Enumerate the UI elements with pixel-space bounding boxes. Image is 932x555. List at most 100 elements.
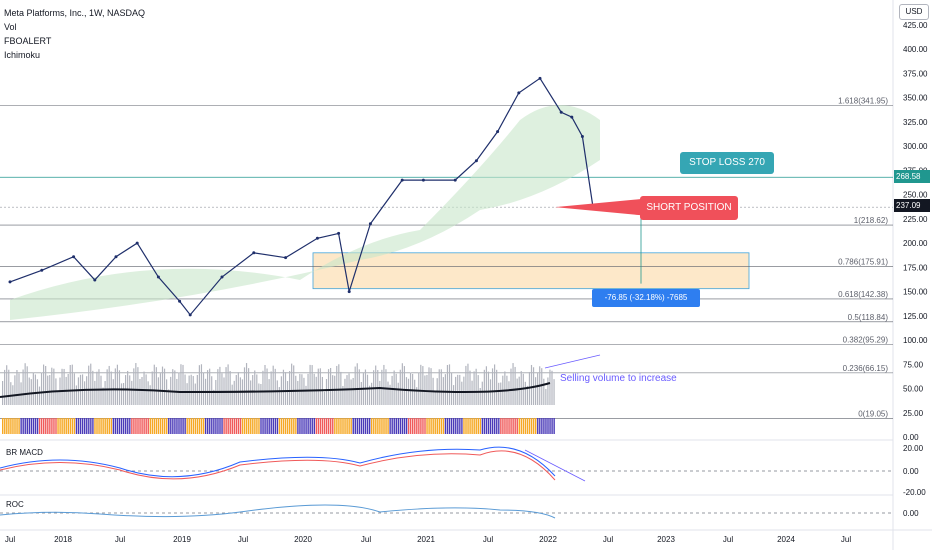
signal-strip-bar [305,418,307,434]
volume-bar [190,374,192,405]
signal-strip-bar [487,418,490,434]
signal-strip-bar [184,418,186,434]
volume-bar [202,372,205,405]
volume-bar [118,370,121,405]
price-point [580,134,584,138]
volume-bar [24,363,26,405]
volume-bar [88,365,90,405]
signal-strip-bar [350,418,352,434]
signal-strip-bar [180,418,182,434]
volume-bar [350,379,352,405]
signal-strip-bar [227,418,229,434]
signal-strip-bar [143,418,145,434]
volume-bar [385,369,387,405]
signal-strip-bar [223,418,225,434]
y-tick-label: 225.00 [903,215,928,224]
signal-strip-bar [108,418,110,434]
volume-bar [551,370,553,405]
indicator-fboalert[interactable]: FBOALERT [4,36,52,46]
signal-strip-bar [352,418,354,434]
signal-strip-bar [73,418,76,434]
price-point [474,159,478,163]
volume-bar [227,364,229,405]
volume-note[interactable]: Selling volume to increase [560,373,677,384]
signal-strip-bar [524,418,527,434]
price-point [538,76,542,80]
volume-bar [344,378,346,405]
volume-bar [418,372,420,405]
signal-strip-bar [442,418,445,434]
signal-strip-bar [500,418,502,434]
volume-bar [34,374,36,405]
price-point [421,178,425,182]
signal-strip-bar [323,418,326,434]
signal-strip-bar [186,418,188,434]
signal-strip-bar [157,418,160,434]
signal-strip-bar [221,418,223,434]
volume-bar [231,384,233,405]
signal-strip-bar [412,418,414,434]
price-point [400,178,404,182]
indicator-vol[interactable]: Vol [4,22,17,32]
signal-strip-bar [135,418,137,434]
signal-strip-bar [289,418,291,434]
signal-strip-bar [151,418,154,434]
x-tick-label: Jul [723,535,733,544]
indicator-ichimoku[interactable]: Ichimoku [4,50,41,60]
measure-label[interactable]: -76.85 (-32.18%) -7685 [592,289,700,307]
roc-title[interactable]: ROC [6,500,24,509]
signal-strip-bar [401,418,404,434]
macd-title[interactable]: BR MACD [6,448,43,457]
signal-strip-bar [356,418,359,434]
signal-strip-bar [172,418,174,434]
signal-strip-bar [424,418,426,434]
signal-strip-bar [233,418,236,434]
currency-button[interactable]: USD [899,4,929,20]
macd-tick-label: 20.00 [903,444,924,453]
y-tick-label: 125.00 [903,312,928,321]
signal-strip-bar [383,418,385,434]
volume-bar [336,365,338,405]
volume-bar [250,380,252,405]
signal-strip-bar [344,418,346,434]
signal-strip-bar [381,418,383,434]
signal-strip-bar [86,418,88,434]
signal-strip-bar [211,418,213,434]
volume-bar [196,374,198,405]
signal-strip-bar [455,418,457,434]
volume-bar [389,384,391,405]
volume-bar [401,363,403,405]
signal-strip-bar [75,418,78,434]
volume-bar [516,378,518,405]
signal-strip-bar [444,418,447,434]
signal-strip-bar [110,418,113,434]
signal-strip-bar [272,418,274,434]
short-position-label[interactable]: SHORT POSITION [640,196,738,220]
signal-strip-bar [325,418,328,434]
volume-bar [457,374,459,405]
signal-strip-bar [293,418,295,434]
stop-loss-label[interactable]: STOP LOSS 270 [680,152,774,174]
signal-strip-bar [30,418,33,434]
signal-strip-bar [418,418,420,434]
volume-bar [207,370,209,405]
signal-strip-bar [463,418,465,434]
signal-strip-bar [129,418,131,434]
volume-bar [358,369,360,405]
signal-strip-bar [379,418,381,434]
signal-strip-bar [286,418,289,434]
volume-bar [309,364,311,405]
volume-bar [47,375,49,405]
signal-strip-bar [457,418,459,434]
signal-strip-bar [155,418,158,434]
volume-bar [248,368,250,405]
volume-bar [51,367,53,405]
price-point [517,91,521,95]
volume-bar [428,367,430,405]
roc-line [0,504,556,519]
price-point [72,255,76,259]
fib-level-label: 0.382(95.29) [843,336,889,345]
price-point [347,290,351,294]
y-tick-label: 200.00 [903,239,928,248]
